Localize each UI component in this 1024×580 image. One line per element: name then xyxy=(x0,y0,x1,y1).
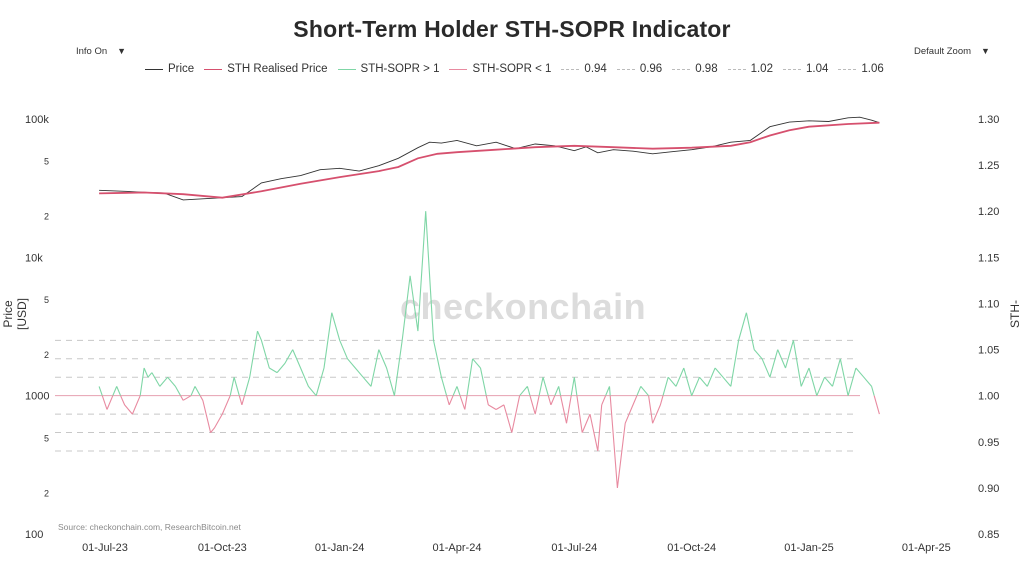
legend-swatch xyxy=(561,68,580,70)
legend-label: STH Realised Price xyxy=(227,63,328,75)
y-left-tick-label: 1000 xyxy=(25,391,49,403)
sth-realised-price-line xyxy=(99,121,880,199)
legend-swatch xyxy=(145,68,163,70)
y-right-tick-label: 1.20 xyxy=(978,206,999,218)
legend-item-096[interactable]: 0.96 xyxy=(616,63,663,75)
y-right-tick-label: 1.30 xyxy=(978,114,999,126)
y-right-tick-label: 1.10 xyxy=(978,298,999,310)
y-left-tick-label: 100k xyxy=(25,114,49,126)
y-left-tick-label: 5 xyxy=(44,433,49,443)
legend-label: 0.98 xyxy=(695,63,718,75)
x-tick-label: 01-Jul-24 xyxy=(551,542,597,554)
chevron-down-icon: ▼ xyxy=(981,46,990,56)
x-tick-label: 01-Apr-25 xyxy=(902,542,951,554)
x-tick-label: 01-Oct-24 xyxy=(667,542,716,554)
y-left-tick-label: 10k xyxy=(25,252,43,264)
legend-item-price[interactable]: Price xyxy=(145,63,194,75)
legend-item-sth-realised-price[interactable]: STH Realised Price xyxy=(204,63,328,75)
chart-legend: Price STH Realised Price STH-SOPR > 1 ST… xyxy=(145,63,894,75)
y-right-tick-label: 0.85 xyxy=(978,529,999,541)
left-axis-ticks: 100k 5 2 10k 5 2 1000 5 2 100 xyxy=(25,114,49,541)
chart-title: Short-Term Holder STH-SOPR Indicator xyxy=(293,16,731,42)
legend-swatch xyxy=(337,68,356,70)
legend-label: 1.06 xyxy=(861,63,884,75)
x-tick-label: 01-Apr-24 xyxy=(433,542,482,554)
reference-lines xyxy=(55,339,860,452)
legend-label: Price xyxy=(168,63,195,75)
y-right-tick-label: 0.95 xyxy=(978,437,999,449)
y-right-tick-label: 1.00 xyxy=(978,391,999,403)
legend-item-104[interactable]: 1.04 xyxy=(782,63,829,75)
legend-item-sopr-above-1[interactable]: STH-SOPR > 1 xyxy=(337,63,440,75)
sopr-above-1-line xyxy=(98,211,875,397)
legend-label: STH-SOPR < 1 xyxy=(472,63,552,75)
y-left-tick-label: 100 xyxy=(25,529,43,541)
legend-label: 1.04 xyxy=(805,63,829,75)
legend-label: 0.94 xyxy=(584,63,607,75)
zoom-dropdown[interactable]: Default Zoom ▼ xyxy=(914,46,990,57)
price-line xyxy=(99,116,880,201)
legend-swatch xyxy=(616,68,635,70)
zoom-label: Default Zoom xyxy=(914,46,972,57)
info-toggle-label: Info On xyxy=(76,46,108,57)
legend-swatch xyxy=(782,68,801,70)
info-toggle-dropdown[interactable]: Info On ▼ xyxy=(76,46,126,57)
chevron-down-icon: ▼ xyxy=(117,46,127,56)
watermark: checkonchain xyxy=(400,286,647,327)
legend-label: 0.96 xyxy=(639,63,663,75)
sopr-below-1-line xyxy=(101,395,880,488)
y-right-tick-label: 1.15 xyxy=(978,252,999,264)
legend-swatch xyxy=(838,68,857,70)
x-tick-label: 01-Jan-24 xyxy=(315,542,365,554)
source-note: Source: checkonchain.com, ResearchBitcoi… xyxy=(58,522,241,532)
legend-swatch xyxy=(672,68,691,70)
right-axis-ticks: 1.30 1.25 1.20 1.15 1.10 1.05 1.00 0.95 0.90 0.85 xyxy=(978,114,999,541)
legend-swatch xyxy=(449,68,468,70)
y-left-tick-label: 5 xyxy=(44,295,49,305)
y-left-tick-label: 2 xyxy=(44,212,49,222)
y-left-tick-label: 2 xyxy=(44,350,49,360)
legend-item-sopr-below-1[interactable]: STH-SOPR < 1 xyxy=(449,63,551,75)
legend-swatch xyxy=(204,68,223,70)
y-axis-left-label: Price [USD] xyxy=(1,298,29,331)
legend-swatch xyxy=(727,68,746,70)
legend-item-094[interactable]: 0.94 xyxy=(561,63,607,75)
y-right-tick-label: 1.05 xyxy=(978,345,999,357)
y-right-tick-label: 1.25 xyxy=(978,160,999,172)
y-axis-right-label: STH-SOPR xyxy=(1008,297,1024,331)
series-lines xyxy=(98,116,880,488)
y-left-tick-label: 2 xyxy=(44,488,49,498)
legend-label: STH-SOPR > 1 xyxy=(360,63,440,75)
legend-item-098[interactable]: 0.98 xyxy=(672,63,718,75)
x-tick-label: 01-Oct-23 xyxy=(198,542,247,554)
legend-item-102[interactable]: 1.02 xyxy=(727,63,773,75)
y-right-tick-label: 0.90 xyxy=(978,483,999,495)
x-axis-ticks: 01-Jul-23 01-Oct-23 01-Jan-24 01-Apr-24 01-J… xyxy=(82,542,951,554)
legend-item-106[interactable]: 1.06 xyxy=(838,63,884,75)
x-tick-label: 01-Jul-23 xyxy=(82,542,128,554)
y-left-tick-label: 5 xyxy=(44,157,49,167)
legend-label: 1.02 xyxy=(750,63,773,75)
x-tick-label: 01-Jan-25 xyxy=(784,542,834,554)
